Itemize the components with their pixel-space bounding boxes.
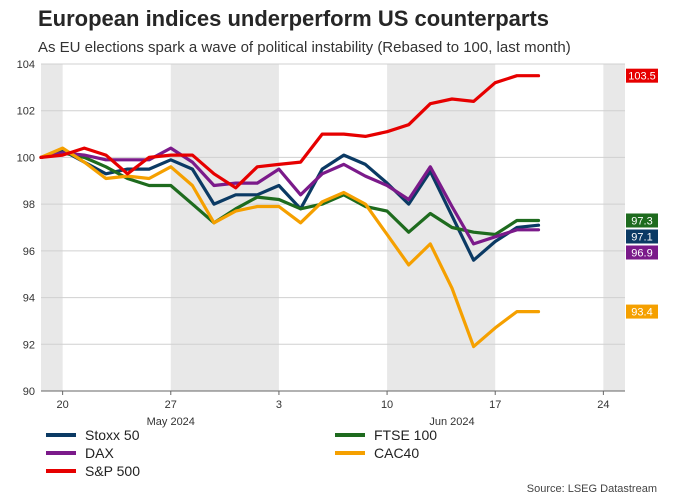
x-tick-label: 10	[381, 399, 393, 411]
x-tick-label: 24	[597, 399, 609, 411]
legend-label: CAC40	[374, 445, 420, 461]
legend-swatch	[46, 469, 76, 473]
y-tick-label: 104	[17, 59, 35, 71]
legend-item-ftse100: FTSE 100	[335, 427, 437, 443]
legend-label: Stoxx 50	[85, 427, 140, 443]
y-tick-label: 102	[17, 106, 35, 118]
legend-swatch	[335, 433, 365, 437]
legend-item-dax: DAX	[46, 445, 114, 461]
chart-title: European indices underperform US counter…	[38, 6, 549, 31]
legend-item-sp500: S&P 500	[46, 463, 140, 479]
end-value-label: 97.1	[631, 231, 652, 243]
end-value-label: 103.5	[628, 71, 656, 83]
y-tick-label: 92	[23, 339, 35, 351]
legend-swatch	[46, 433, 76, 437]
source-note: Source: LSEG Datastream	[526, 483, 657, 495]
y-tick-label: 96	[23, 246, 35, 258]
x-month-label: May 2024	[147, 416, 195, 428]
series-line-dax	[39, 146, 541, 246]
x-month-label: Jun 2024	[429, 416, 474, 428]
end-value-label: 96.9	[631, 247, 652, 259]
series-line-sp500	[39, 74, 541, 190]
x-tick-label: 17	[489, 399, 501, 411]
series-line-cac40	[39, 146, 541, 349]
legend-swatch	[335, 451, 365, 455]
x-tick-label: 20	[57, 399, 69, 411]
end-value-badge	[626, 245, 658, 260]
legend-swatch	[46, 451, 76, 455]
weekend-band	[170, 64, 279, 391]
legend-label: FTSE 100	[374, 427, 438, 443]
y-tick-label: 94	[23, 293, 35, 305]
weekend-band	[603, 64, 625, 391]
end-value-badge	[626, 229, 658, 244]
end-value-badge	[626, 304, 658, 319]
end-value-label: 97.3	[631, 215, 652, 227]
end-value-label: 93.4	[631, 307, 652, 319]
y-tick-label: 98	[23, 199, 35, 211]
legend-label: S&P 500	[85, 463, 141, 479]
end-value-badge	[626, 213, 658, 228]
legend-item-stoxx50: Stoxx 50	[46, 427, 139, 443]
x-tick-label: 3	[276, 399, 282, 411]
legend-label: DAX	[85, 445, 114, 461]
y-tick-label: 90	[23, 386, 35, 398]
chart-subtitle: As EU elections spark a wave of politica…	[38, 39, 571, 56]
legend-item-cac40: CAC40	[335, 445, 419, 461]
y-tick-label: 100	[17, 152, 35, 164]
end-value-badge	[626, 68, 658, 83]
x-tick-label: 27	[165, 399, 177, 411]
weekend-band	[41, 64, 63, 391]
